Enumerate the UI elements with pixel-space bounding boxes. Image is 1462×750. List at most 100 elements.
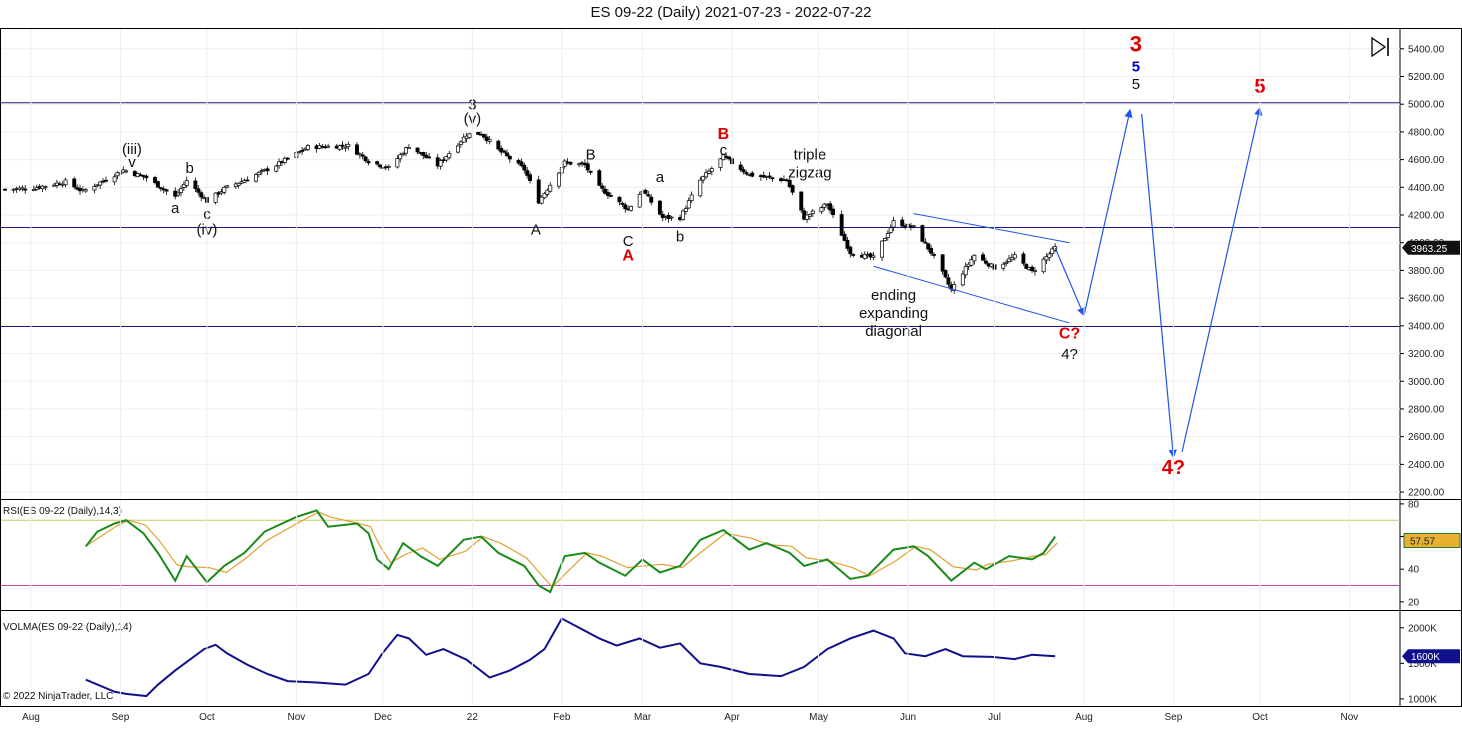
candle-body [556, 172, 561, 187]
candle-body [900, 219, 905, 227]
candle-body [1041, 258, 1046, 273]
candle-body [179, 188, 183, 193]
projection-arrow [1141, 113, 1177, 459]
candle-body [750, 172, 755, 177]
candle-body [819, 207, 824, 213]
candle-body [744, 172, 749, 175]
candle-body [851, 254, 856, 256]
wave-label: 3 [1130, 32, 1142, 57]
candle-body [1050, 248, 1055, 254]
candle-body [545, 189, 550, 195]
projection-arrow [1181, 106, 1263, 453]
pattern-annotation: diagonal [865, 323, 922, 340]
candle-body [932, 254, 936, 256]
candle-body [542, 193, 547, 199]
candle-body [1009, 257, 1014, 261]
candle-body [603, 188, 608, 194]
candle-body [940, 254, 945, 272]
rsi-last-badge [1403, 533, 1461, 549]
y-tick-label: 2800.00 [1408, 404, 1445, 415]
wave-label: b [676, 228, 684, 245]
rsi-label: RSI(ES 09-22 (Daily),14,3) [3, 506, 122, 517]
candle-body [401, 153, 406, 156]
rsi-panel[interactable]: RSI(ES 09-22 (Daily),14,3)2040608057.57 [0, 499, 1462, 611]
y-tick-label: 4400.00 [1408, 183, 1445, 194]
y-tick-label: 3000.00 [1408, 377, 1445, 388]
candle-body [681, 210, 685, 220]
candle-body [366, 161, 371, 164]
candle-body [1032, 269, 1037, 272]
candle-body [588, 171, 593, 173]
candle-body [522, 164, 527, 171]
candle-body [337, 145, 342, 150]
candle-body [196, 188, 201, 193]
candle-body [184, 180, 189, 186]
candle-body [487, 139, 492, 142]
wave-label: v [128, 154, 136, 171]
candle-body [155, 181, 160, 188]
candle-body [718, 158, 723, 168]
candle-body [23, 188, 28, 191]
y-tick-label: 20 [1408, 597, 1420, 608]
candle-body [568, 161, 573, 165]
candle-body [124, 170, 129, 173]
candle-body [98, 181, 103, 186]
y-tick-label: 5400.00 [1408, 44, 1445, 55]
candle-body [43, 186, 48, 188]
wave-label: 5 [1132, 59, 1140, 76]
volma-label: VOLMA(ES 09-22 (Daily),14) [3, 622, 132, 633]
candle-body [34, 187, 39, 190]
candle-body [926, 243, 931, 250]
wave-label: a [171, 200, 180, 217]
last-price-label: 3963.25 [1411, 244, 1448, 255]
candle-body [969, 259, 974, 266]
y-tick-label: 40 [1408, 565, 1420, 576]
candle-body [828, 203, 833, 211]
candle-body [164, 189, 169, 192]
candle-body [505, 152, 509, 156]
candle-body [104, 179, 108, 182]
candle-body [709, 168, 714, 172]
candle-body [548, 184, 553, 192]
candle-body [562, 160, 567, 167]
candle-body [871, 255, 876, 258]
wave-label: (iii) [122, 141, 142, 158]
candle-body [406, 147, 411, 149]
candle-body [254, 174, 258, 182]
x-tick-label: Oct [199, 712, 215, 723]
chart-frame: 2200.00 2400.00 2600.00 2800.00 3000.00 3200.… [0, 28, 1462, 723]
candle-body [193, 180, 198, 190]
panel-border [0, 28, 1462, 500]
candle-body [484, 136, 489, 142]
pattern-annotation: zigzag [788, 165, 831, 182]
candle-body [496, 140, 501, 150]
candle-body [885, 233, 890, 239]
candle-body [507, 155, 512, 160]
candle-body [741, 169, 746, 173]
candle-body [1030, 266, 1035, 272]
wave-label: B [586, 147, 596, 164]
wave-label: C [623, 233, 634, 250]
candle-body [952, 284, 957, 291]
candle-body [346, 143, 351, 147]
y-tick-label: 5200.00 [1408, 72, 1445, 83]
candle-body [357, 153, 362, 156]
x-tick-label: Dec [374, 712, 392, 723]
candle-body [1044, 256, 1049, 261]
wave-label: a [656, 169, 665, 186]
x-tick-label: 22 [467, 712, 479, 723]
wave-label: b [185, 160, 193, 177]
candle-body [983, 260, 988, 264]
candle-body [72, 178, 77, 188]
candle-body [911, 225, 916, 228]
y-tick-label: 2200.00 [1408, 488, 1445, 499]
wave-label: c [720, 142, 728, 159]
candle-body [92, 186, 97, 191]
candle-body [701, 176, 706, 181]
candle-body [799, 191, 804, 211]
x-tick-label: Nov [1341, 712, 1359, 723]
volma-panel[interactable]: VOLMA(ES 09-22 (Daily),14) 1000K 1500K 2000… [0, 610, 1462, 707]
diagonal-boundary-line [913, 213, 1070, 244]
candle-body [285, 157, 290, 160]
price-panel[interactable]: 2200.00 2400.00 2600.00 2800.00 3000.00 3200.… [0, 28, 1462, 500]
